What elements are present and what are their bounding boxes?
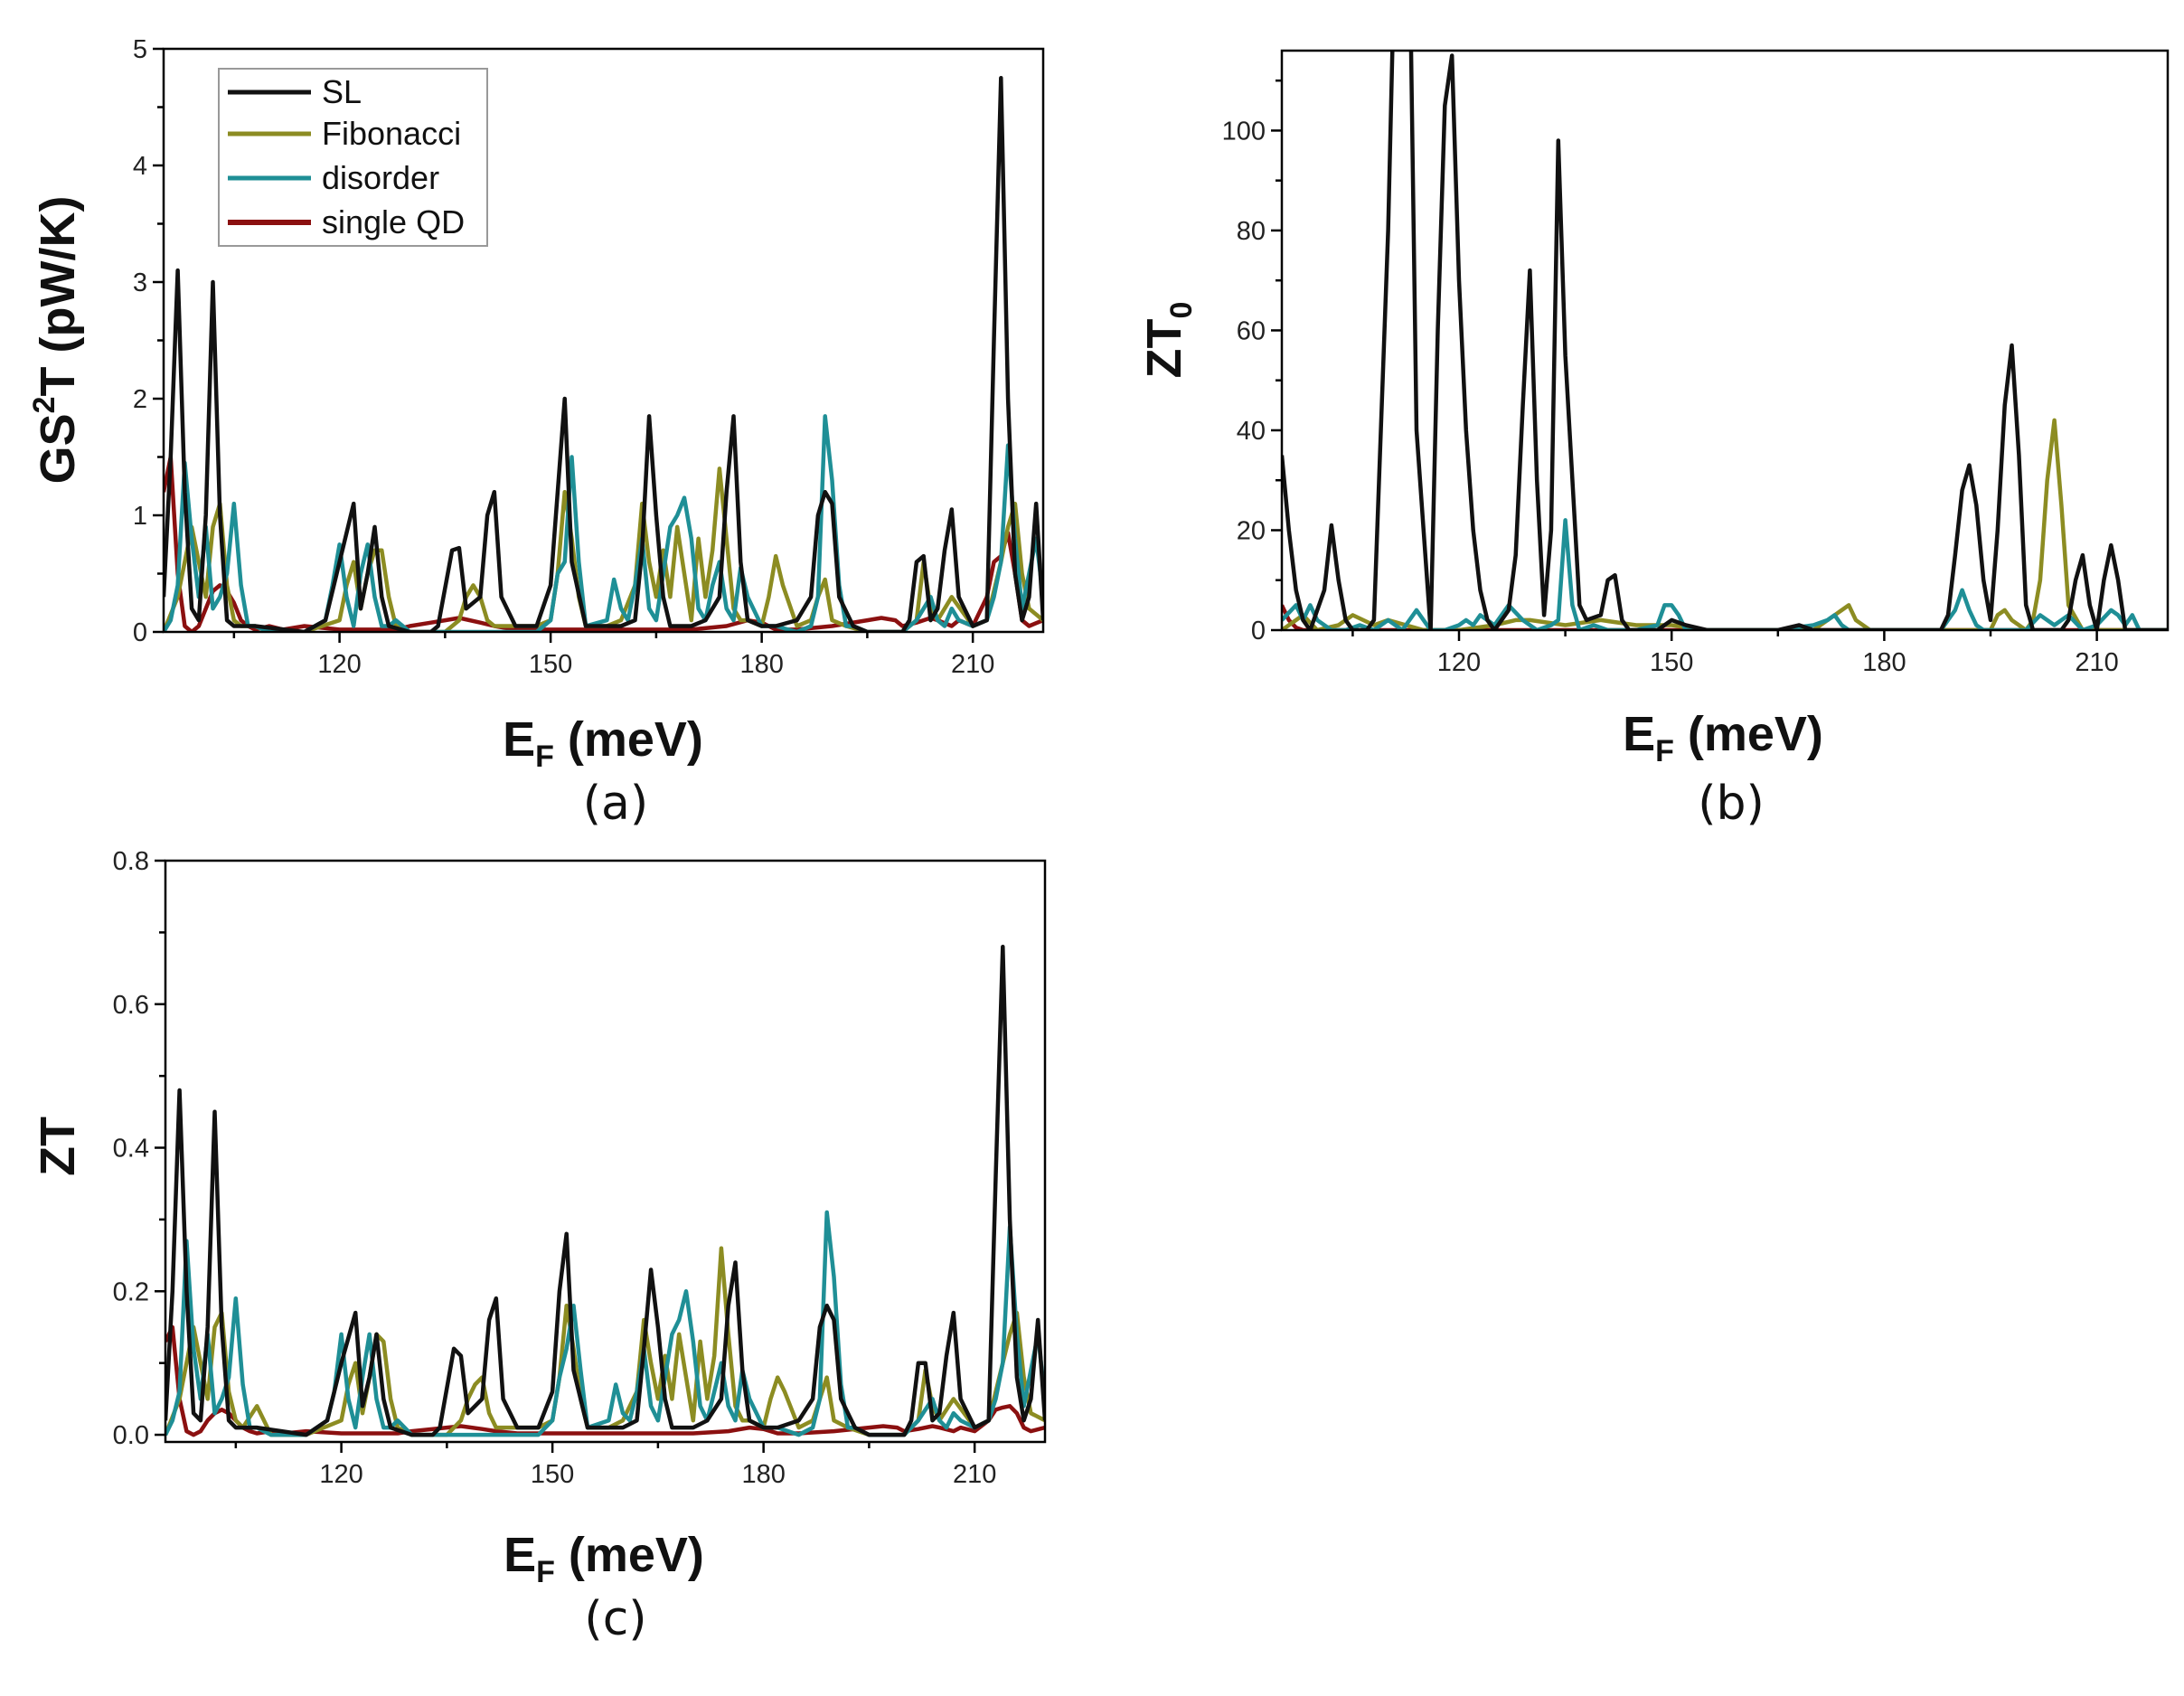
y-tick-label-c: 0.0 (113, 1421, 149, 1450)
x-tick-label-b: 210 (2075, 648, 2118, 677)
y-axis-title-b: ZT0 (1137, 302, 1199, 379)
x-tick-label-b: 120 (1437, 648, 1481, 677)
x-tick-label-a: 120 (317, 650, 361, 679)
x-tick-label-a: 150 (529, 650, 572, 679)
y-tick-label-c: 0.2 (113, 1277, 149, 1306)
series-group-b (1282, 51, 2168, 630)
y-tick-label-a: 0 (133, 618, 147, 647)
plot-frame-c (164, 859, 1047, 1444)
y-tick-label-c: 0.4 (113, 1135, 149, 1164)
panel-b: 120 150 180 210 0 20 40 60 80 100 ZT0 EF (meV) (b… (1137, 49, 2170, 831)
legend-label-sl: SL (322, 73, 362, 110)
y-tick-label-a: 5 (133, 35, 147, 64)
x-tick-label-c: 210 (953, 1460, 996, 1489)
series-line-sl-b (1282, 51, 2168, 630)
x-tick-label-c: 150 (531, 1460, 574, 1489)
series-line-sl-c (165, 945, 1045, 1437)
y-axis-title-c: ZT (31, 1117, 85, 1176)
y-tick-label-b: 20 (1237, 516, 1266, 545)
y-tick-label-b: 40 (1237, 417, 1266, 446)
legend-label-single-qd: single QD (322, 203, 465, 240)
plot-frame-a (162, 47, 1045, 634)
legend-a: SL Fibonacci disorder single QD (218, 68, 488, 247)
y-tick-label-a: 4 (133, 152, 147, 181)
x-tick-label-b: 180 (1862, 648, 1906, 677)
legend-label-fibonacci: Fibonacci (322, 115, 461, 152)
series-line-fibonacci-b (1282, 418, 2168, 630)
y-tick-label-c: 0.8 (113, 847, 149, 876)
plot-area-a: 120 150 180 210 0 1 2 3 4 5 (133, 35, 1043, 679)
plot-area-c: 120 150 180 210 0.0 0.2 0.4 0.6 0.8 (113, 847, 1045, 1489)
series-line-sl-a (164, 76, 1043, 632)
panel-label-c: (c) (584, 1592, 646, 1646)
panel-a: 120 150 180 210 0 1 2 3 4 5 SL Fibonacci disorder… (27, 35, 1045, 831)
plot-frame-b (1280, 49, 2170, 632)
series-group-c (165, 945, 1045, 1437)
legend-box-a (218, 68, 488, 247)
series-line-disorder-b (1282, 518, 2168, 630)
y-tick-label-a: 2 (133, 385, 147, 414)
series-line-fibonacci-a (164, 466, 1043, 632)
y-tick-label-b: 0 (1251, 617, 1266, 645)
x-tick-label-a: 210 (951, 650, 994, 679)
x-tick-label-c: 120 (319, 1460, 362, 1489)
panel-label-a: (a) (583, 777, 648, 831)
x-axis-title-c: EF (meV) (504, 1528, 704, 1589)
x-tick-label-b: 150 (1650, 648, 1693, 677)
panel-label-b: (b) (1698, 777, 1765, 831)
y-tick-label-a: 3 (133, 269, 147, 297)
legend-label-disorder: disorder (322, 159, 439, 196)
x-tick-label-a: 180 (739, 650, 783, 679)
y-axis-title-a: GS2T (pW/K) (27, 196, 85, 485)
plot-area-b: 120 150 180 210 0 20 40 60 80 100 (1222, 51, 2168, 677)
y-tick-label-b: 80 (1237, 217, 1266, 246)
x-axis-title-a: EF (meV) (503, 712, 703, 774)
y-tick-label-b: 100 (1222, 117, 1266, 146)
series-group-a (164, 76, 1043, 632)
x-axis-title-b: EF (meV) (1623, 707, 1823, 768)
x-tick-label-c: 180 (741, 1460, 785, 1489)
y-tick-label-c: 0.6 (113, 991, 149, 1020)
y-tick-label-a: 1 (133, 502, 147, 531)
y-tick-label-b: 60 (1237, 316, 1266, 345)
